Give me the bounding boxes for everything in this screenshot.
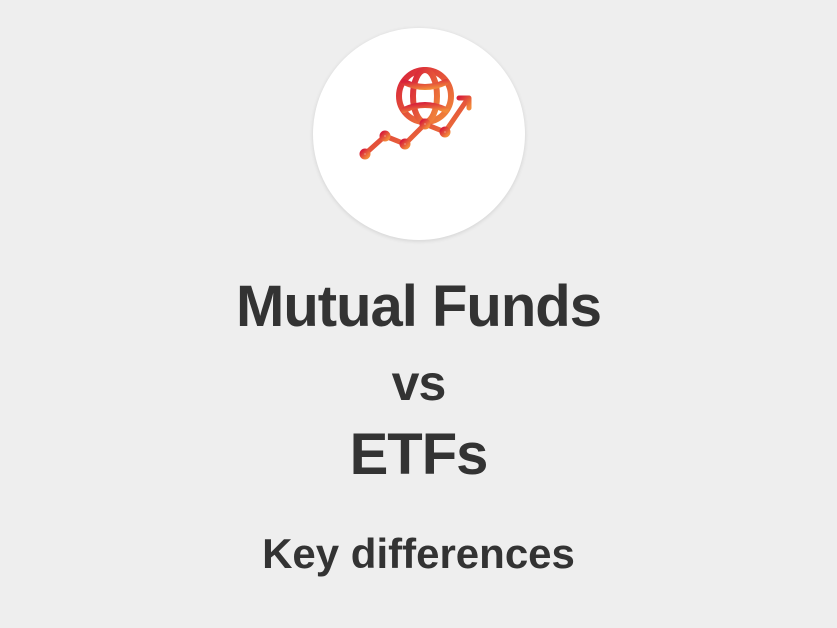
global-market-chart-icon — [349, 64, 489, 204]
title-line-3: ETFs — [236, 426, 601, 484]
title-line-1: Mutual Funds — [236, 278, 601, 336]
headline: Mutual Funds vs ETFs — [236, 278, 601, 506]
title-line-2: vs — [236, 358, 601, 408]
subtitle: Key differences — [262, 530, 575, 578]
icon-circle — [313, 28, 525, 240]
